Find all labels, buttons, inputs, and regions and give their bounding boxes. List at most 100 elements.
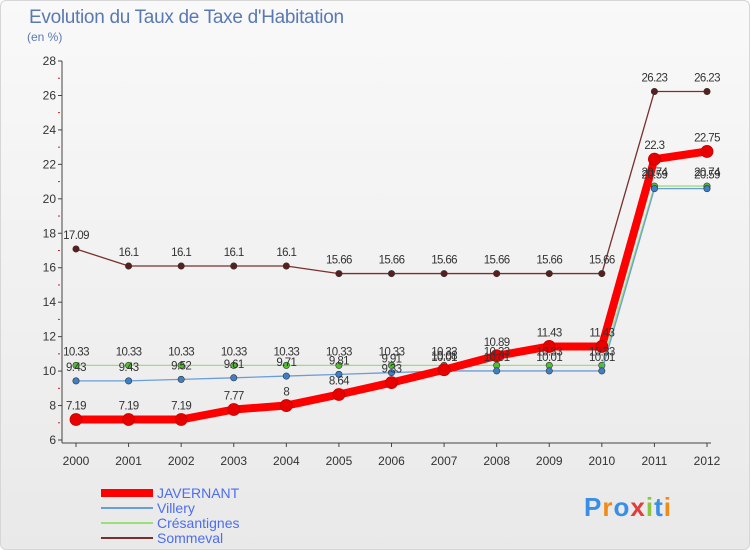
data-label: 10.33 [536,346,562,358]
data-point [227,403,241,416]
data-label: 10.08 [431,351,457,363]
data-point [335,361,343,369]
y-tick-label: 22 [43,157,57,171]
data-point [387,270,395,278]
chart-title: Evolution du Taux de Taxe d'Habitation [29,7,344,28]
legend-item: Crésantignes [101,514,240,531]
x-tick-label: 2011 [642,454,668,468]
legend-label: Crésantignes [157,514,240,531]
data-label: 20.59 [642,170,668,182]
data-point [650,185,658,193]
data-label: 26.23 [694,72,720,84]
proxiti-logo: Proxiti [584,492,672,523]
data-label: 10.33 [63,346,89,358]
data-label: 10.89 [484,337,510,349]
data-point [72,377,80,385]
data-point [700,145,714,158]
data-point [125,361,133,369]
x-tick-label: 2001 [115,454,142,468]
data-point [72,245,80,253]
data-label: 10.01 [536,352,562,364]
data-label: 9.71 [276,357,296,369]
x-tick-label: 2000 [63,454,90,468]
data-point [230,262,238,270]
x-tick-label: 2008 [483,454,510,468]
legend-label: Villery [157,499,195,516]
legend-item: Sommeval [101,530,240,546]
data-label: 15.66 [536,255,562,267]
y-tick-label: 16 [43,261,57,275]
data-label: 20.74 [642,167,669,179]
x-tick-label: 2003 [220,454,247,468]
data-label: 9.43 [119,362,139,374]
data-point [69,413,83,426]
legend: JAVERNANT Villery Crésantignes Sommeval [101,484,240,546]
y-tick-label: 24 [43,123,57,137]
data-point [387,361,395,369]
data-point [332,388,346,401]
legend-label: JAVERNANT [157,484,240,501]
data-point [125,262,133,270]
legend-swatch [101,521,153,524]
data-point [385,376,398,390]
data-point [387,369,395,377]
legend-swatch [101,536,153,539]
data-label: 10.33 [116,346,142,358]
data-label: 15.66 [326,255,352,267]
x-tick-label: 2005 [326,454,353,468]
data-label: 15.66 [589,255,615,267]
chart-subtitle: (en %) [27,30,63,44]
data-point [177,262,185,270]
data-point [545,367,553,375]
data-point [335,370,343,378]
logo-letter: i [663,492,672,522]
data-label: 7.19 [119,400,139,412]
data-label: 10.33 [326,346,352,358]
data-label: 11.43 [589,327,614,339]
y-tick-label: 26 [43,88,57,102]
x-tick-label: 2004 [273,454,300,468]
data-point [598,270,606,278]
data-label: 15.66 [431,255,457,267]
data-label: 16.1 [119,247,139,259]
data-point [703,185,711,193]
x-tick-label: 2006 [378,454,405,468]
logo-letter: r [602,492,614,522]
data-point [230,374,238,382]
y-tick-label: 28 [43,54,57,68]
data-label: 7.19 [171,400,191,412]
data-point [648,152,661,166]
data-point [282,372,290,380]
y-tick-label: 10 [43,364,57,378]
data-label: 10.01 [589,352,615,364]
data-label: 10.01 [484,352,510,364]
data-label: 10.33 [273,346,299,358]
data-point [122,413,135,426]
data-point [598,367,606,375]
x-tick-label: 2012 [694,454,721,468]
data-label: 16.1 [276,247,296,259]
data-label: 9.43 [66,362,86,374]
logo-letter: i [645,492,655,522]
data-label: 8.64 [329,376,350,388]
y-tick-label: 12 [43,330,57,344]
data-point [493,270,501,278]
data-point [335,270,343,278]
x-tick-label: 2002 [168,454,195,468]
data-point [595,340,609,353]
data-point [650,87,658,95]
data-label: 15.66 [379,255,405,267]
data-label: 20.74 [694,167,721,179]
data-label: 9.91 [382,354,402,366]
y-tick-label: 18 [43,226,57,240]
data-label: 10.33 [431,346,457,358]
data-label: 22.75 [694,132,720,144]
data-label: 10.33 [379,346,405,358]
data-point [72,361,80,369]
data-point [279,399,293,412]
x-tick-label: 2010 [588,454,615,468]
legend-swatch [101,506,153,509]
data-label: 9.81 [329,355,349,367]
